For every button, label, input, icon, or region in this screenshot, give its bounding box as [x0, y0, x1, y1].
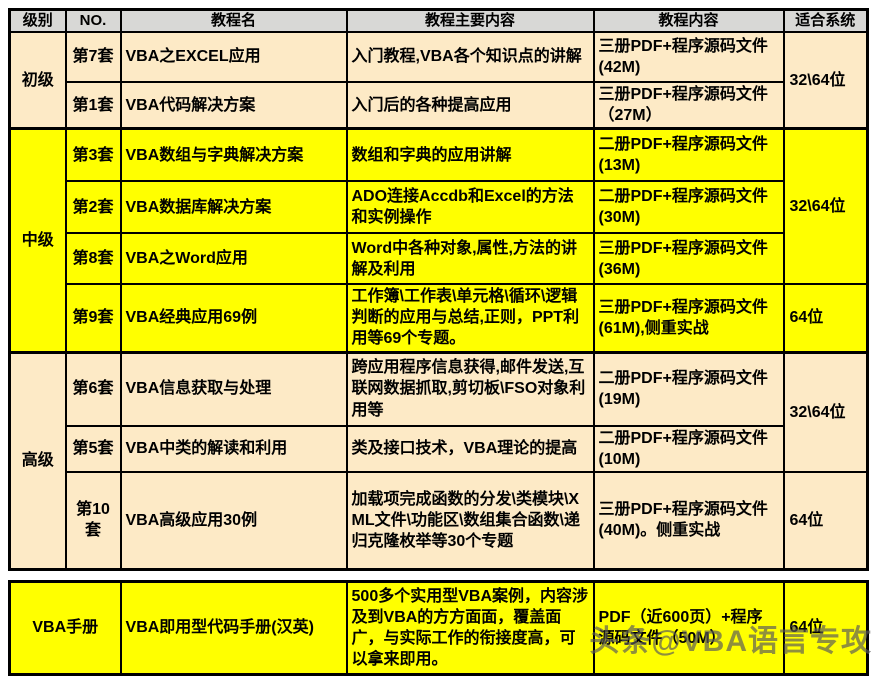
- name-cell: VBA之Word应用: [119, 232, 348, 286]
- no-cell: 第8套: [64, 232, 122, 286]
- desc-cell: 数组和字典的应用讲解: [345, 127, 595, 183]
- name-cell: VBA高级应用30例: [119, 470, 348, 571]
- content-cell: 三册PDF+程序源码文件(42M): [592, 31, 785, 83]
- header-main-content: 教程主要内容: [345, 8, 595, 33]
- table-row: 中级 第3套 VBA数组与字典解决方案 数组和字典的应用讲解 二册PDF+程序源…: [8, 127, 869, 354]
- desc-cell: 跨应用程序信息获得,邮件发送,互联网数据抓取,剪切板\FSO对象利用等: [345, 350, 595, 427]
- desc-cell: 工作簿\工作表\单元格\循环\逻辑判断的应用与总结,正则，PPT利用等69个专题…: [345, 283, 595, 354]
- desc-cell: 加载项完成函数的分发\类模块\XML文件\功能区\数组集合函数\递归克隆枚举等3…: [345, 470, 595, 571]
- table-row: 高级 第6套 VBA信息获取与处理 跨应用程序信息获得,邮件发送,互联网数据抓取…: [8, 350, 869, 571]
- system-cell: 64位: [782, 470, 869, 571]
- name-cell: VBA中类的解读和利用: [119, 424, 348, 473]
- tutorial-catalog-table: 级别 NO. 教程名 教程主要内容 教程内容 适合系统 初级 第7套 VBA之E…: [8, 8, 869, 571]
- manual-name-cell: VBA即用型代码手册(汉英): [119, 580, 348, 676]
- system-cell: 32\64位: [782, 31, 869, 130]
- level-cell-advanced: 高级: [8, 350, 67, 571]
- manual-level-cell: VBA手册: [8, 580, 122, 676]
- content-cell: 二册PDF+程序源码文件(10M): [592, 424, 785, 473]
- no-cell: 第9套: [64, 283, 122, 354]
- table-row: 第1套 VBA代码解决方案 入门后的各种提高应用 三册PDF+程序源码文件（27…: [10, 81, 868, 130]
- system-cell: 32\64位: [782, 127, 869, 286]
- table-row: VBA手册 VBA即用型代码手册(汉英) 500多个实用型VBA案例，内容涉及到…: [8, 580, 869, 676]
- desc-cell: 类及接口技术，VBA理论的提高: [345, 424, 595, 473]
- no-cell: 第7套: [64, 31, 122, 83]
- name-cell: VBA经典应用69例: [119, 283, 348, 354]
- content-cell: 三册PDF+程序源码文件(61M),侧重实战: [592, 283, 785, 354]
- table-row: 第8套 VBA之Word应用 Word中各种对象,属性,方法的讲解及利用 三册P…: [10, 232, 868, 286]
- content-cell: 三册PDF+程序源码文件(36M): [592, 232, 785, 286]
- name-cell: VBA数据库解决方案: [119, 180, 348, 235]
- table-row: 第10套 VBA高级应用30例 加载项完成函数的分发\类模块\XML文件\功能区…: [10, 470, 869, 571]
- no-cell: 第3套: [64, 127, 122, 183]
- no-cell: 第5套: [64, 424, 122, 473]
- desc-cell: 入门后的各种提高应用: [345, 81, 595, 130]
- manual-content-cell: PDF（近600页）+程序源码文件（50M）: [592, 580, 785, 676]
- table-row: 第5套 VBA中类的解读和利用 类及接口技术，VBA理论的提高 二册PDF+程序…: [10, 424, 868, 473]
- manual-desc-cell: 500多个实用型VBA案例，内容涉及到VBA的方方面面，覆盖面广，与实际工作的衔…: [345, 580, 595, 676]
- desc-cell: Word中各种对象,属性,方法的讲解及利用: [345, 232, 595, 286]
- content-cell: 二册PDF+程序源码文件(30M): [592, 180, 785, 235]
- desc-cell: 入门教程,VBA各个知识点的讲解: [345, 31, 595, 83]
- content-cell: 二册PDF+程序源码文件(19M): [592, 350, 785, 427]
- header-system: 适合系统: [782, 8, 869, 33]
- name-cell: VBA之EXCEL应用: [119, 31, 348, 83]
- no-cell: 第2套: [64, 180, 122, 235]
- name-cell: VBA代码解决方案: [119, 81, 348, 130]
- header-content: 教程内容: [592, 8, 785, 33]
- header-name: 教程名: [119, 8, 348, 33]
- header-row: 级别 NO. 教程名 教程主要内容 教程内容 适合系统: [8, 8, 869, 33]
- table-row: 初级 第7套 VBA之EXCEL应用 入门教程,VBA各个知识点的讲解 三册PD…: [8, 31, 869, 130]
- content-cell: 三册PDF+程序源码文件（27M）: [592, 81, 785, 130]
- header-no: NO.: [64, 8, 122, 33]
- name-cell: VBA信息获取与处理: [119, 350, 348, 427]
- manual-system-cell: 64位: [782, 580, 869, 676]
- content-cell: 二册PDF+程序源码文件(13M): [592, 127, 785, 183]
- name-cell: VBA数组与字典解决方案: [119, 127, 348, 183]
- level-cell-beginner: 初级: [8, 31, 67, 130]
- level-cell-intermediate: 中级: [8, 127, 67, 354]
- content-cell: 三册PDF+程序源码文件(40M)。侧重实战: [592, 470, 785, 571]
- desc-cell: ADO连接Accdb和Excel的方法和实例操作: [345, 180, 595, 235]
- header-level: 级别: [8, 8, 67, 33]
- tutorial-tables: 级别 NO. 教程名 教程主要内容 教程内容 适合系统 初级 第7套 VBA之E…: [8, 8, 870, 676]
- table-row: 第9套 VBA经典应用69例 工作簿\工作表\单元格\循环\逻辑判断的应用与总结…: [10, 283, 869, 354]
- no-cell: 第10套: [64, 470, 122, 571]
- table-row: 第2套 VBA数据库解决方案 ADO连接Accdb和Excel的方法和实例操作 …: [10, 180, 868, 235]
- vba-manual-table: VBA手册 VBA即用型代码手册(汉英) 500多个实用型VBA案例，内容涉及到…: [8, 579, 870, 676]
- system-cell: 64位: [782, 283, 869, 354]
- system-cell: 32\64位: [782, 350, 869, 473]
- no-cell: 第1套: [64, 81, 122, 130]
- no-cell: 第6套: [64, 350, 122, 427]
